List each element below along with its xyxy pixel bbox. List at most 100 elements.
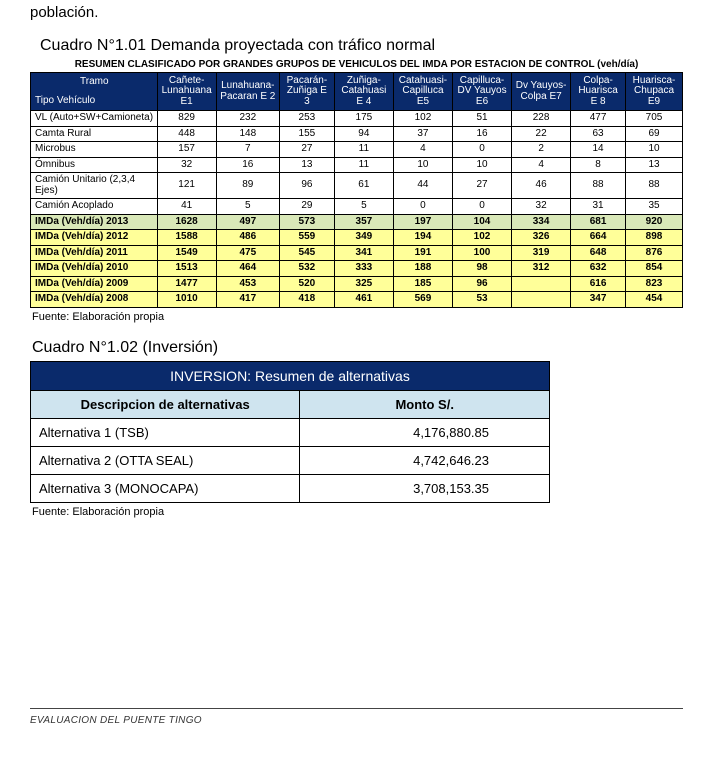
cell: 10 (393, 157, 452, 173)
cell: 13 (626, 157, 683, 173)
cell: 4 (512, 157, 571, 173)
cell: 1549 (157, 245, 216, 261)
alt-monto: 4,176,880.85 (300, 418, 550, 446)
row-label: IMDa (Veh/día) 2013 (31, 214, 158, 230)
cell: 31 (571, 199, 626, 215)
row-label: IMDa (Veh/día) 2012 (31, 230, 158, 246)
cell: 98 (452, 261, 511, 277)
row-label: IMDa (Veh/día) 2011 (31, 245, 158, 261)
cell: 175 (334, 111, 393, 127)
cell: 121 (157, 173, 216, 199)
row-label: Camión Acoplado (31, 199, 158, 215)
cell: 14 (571, 142, 626, 158)
alt-desc: Alternativa 2 (OTTA SEAL) (31, 446, 300, 474)
cell: 157 (157, 142, 216, 158)
traffic-col-e7: Dv Yauyos- Colpa E7 (512, 73, 571, 111)
inversion-table: INVERSION: Resumen de alternativas Descr… (30, 361, 550, 503)
alt-desc: Alternativa 1 (TSB) (31, 418, 300, 446)
table-row: IMDa (Veh/día) 2010151346453233318898312… (31, 261, 683, 277)
cell: 823 (626, 276, 683, 292)
table-row: IMDa (Veh/día) 2009147745352032518596616… (31, 276, 683, 292)
cell: 497 (216, 214, 279, 230)
row-label: IMDa (Veh/día) 2008 (31, 292, 158, 308)
cell: 11 (334, 157, 393, 173)
cell: 418 (279, 292, 334, 308)
cell: 453 (216, 276, 279, 292)
cell: 417 (216, 292, 279, 308)
cell: 0 (393, 199, 452, 215)
cell: 573 (279, 214, 334, 230)
table-row: Ómnibus3216131110104813 (31, 157, 683, 173)
inversion-col-desc: Descripcion de alternativas (31, 390, 300, 418)
cell: 477 (571, 111, 626, 127)
cell: 16 (216, 157, 279, 173)
cell: 148 (216, 126, 279, 142)
cell: 1513 (157, 261, 216, 277)
cell: 325 (334, 276, 393, 292)
cell: 63 (571, 126, 626, 142)
cell: 228 (512, 111, 571, 127)
row-label: Microbus (31, 142, 158, 158)
tipo-vehiculo-label: Tipo Vehículo (35, 96, 154, 107)
cell: 46 (512, 173, 571, 199)
cell: 253 (279, 111, 334, 127)
cell: 89 (216, 173, 279, 199)
table-row: IMDa (Veh/día) 2011154947554534119110031… (31, 245, 683, 261)
row-label: Ómnibus (31, 157, 158, 173)
cell: 681 (571, 214, 626, 230)
table-row: VL (Auto+SW+Camioneta)829232253175102512… (31, 111, 683, 127)
alt-desc: Alternativa 3 (MONOCAPA) (31, 474, 300, 502)
cell: 61 (334, 173, 393, 199)
cell: 532 (279, 261, 334, 277)
cell: 341 (334, 245, 393, 261)
cell: 155 (279, 126, 334, 142)
cell: 35 (626, 199, 683, 215)
cell: 29 (279, 199, 334, 215)
cell: 334 (512, 214, 571, 230)
cell: 16 (452, 126, 511, 142)
cell: 51 (452, 111, 511, 127)
cell: 94 (334, 126, 393, 142)
table-row: Camión Unitario (2,3,4 Ejes)121899661442… (31, 173, 683, 199)
traffic-col-e5: Catahuasi- Capilluca E5 (393, 73, 452, 111)
cell (512, 292, 571, 308)
table-row: Alternativa 2 (OTTA SEAL)4,742,646.23 (31, 446, 550, 474)
cell: 13 (279, 157, 334, 173)
cuadro2-fuente: Fuente: Elaboración propia (32, 506, 683, 518)
cell: 10 (452, 157, 511, 173)
cell: 616 (571, 276, 626, 292)
cell: 104 (452, 214, 511, 230)
traffic-col-e4: Zuñiga- Catahuasi E 4 (334, 73, 393, 111)
cell: 27 (452, 173, 511, 199)
tramo-label: Tramo (35, 77, 154, 88)
pre-text: población. (30, 4, 683, 21)
cell: 461 (334, 292, 393, 308)
cuadro1-title: Cuadro N°1.01 Demanda proyectada con trá… (40, 37, 683, 55)
cell: 312 (512, 261, 571, 277)
cell: 898 (626, 230, 683, 246)
cell: 194 (393, 230, 452, 246)
cell: 7 (216, 142, 279, 158)
cell: 569 (393, 292, 452, 308)
cell: 185 (393, 276, 452, 292)
cell: 10 (626, 142, 683, 158)
table-row: IMDa (Veh/día) 2012158848655934919410232… (31, 230, 683, 246)
cell: 705 (626, 111, 683, 127)
cell: 191 (393, 245, 452, 261)
cell: 520 (279, 276, 334, 292)
cuadro1-fuente: Fuente: Elaboración propia (32, 311, 683, 323)
cell: 0 (452, 199, 511, 215)
row-label: Camta Rural (31, 126, 158, 142)
cell: 876 (626, 245, 683, 261)
cell: 349 (334, 230, 393, 246)
row-label: IMDa (Veh/día) 2010 (31, 261, 158, 277)
cell: 357 (334, 214, 393, 230)
cell: 475 (216, 245, 279, 261)
alt-monto: 3,708,153.35 (300, 474, 550, 502)
cell: 27 (279, 142, 334, 158)
cell: 326 (512, 230, 571, 246)
traffic-table: Tramo Tipo Vehículo Cañete- Lunahuana E1… (30, 72, 683, 308)
table-row: IMDa (Veh/día) 2013162849757335719710433… (31, 214, 683, 230)
cell: 188 (393, 261, 452, 277)
cell: 486 (216, 230, 279, 246)
